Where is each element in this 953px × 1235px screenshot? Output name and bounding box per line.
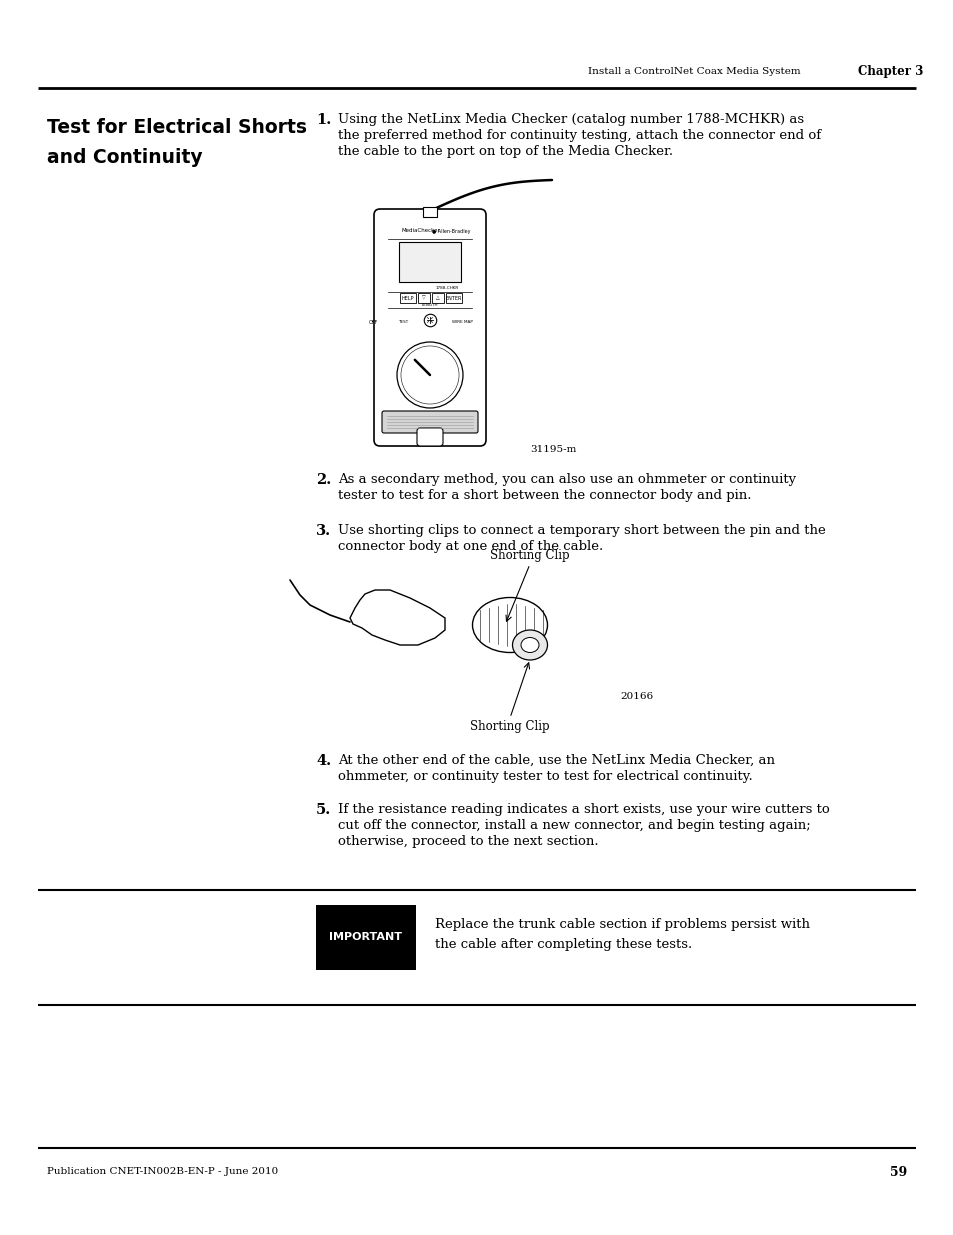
Text: connector body at one end of the cable.: connector body at one end of the cable. xyxy=(337,540,602,553)
Text: 59: 59 xyxy=(889,1166,906,1178)
Text: If the resistance reading indicates a short exists, use your wire cutters to: If the resistance reading indicates a sh… xyxy=(337,803,829,816)
Text: At the other end of the cable, use the NetLinx Media Checker, an: At the other end of the cable, use the N… xyxy=(337,755,774,767)
Bar xyxy=(398,242,460,282)
Text: 5.: 5. xyxy=(315,803,331,818)
Text: Publication CNET-IN002B-EN-P - June 2010: Publication CNET-IN002B-EN-P - June 2010 xyxy=(47,1167,278,1177)
Text: cut off the connector, install a new connector, and begin testing again;: cut off the connector, install a new con… xyxy=(337,819,810,832)
Text: 1788-CHKR: 1788-CHKR xyxy=(436,287,458,290)
Text: Shorting Clip: Shorting Clip xyxy=(470,720,549,734)
Text: ▽: ▽ xyxy=(421,295,425,300)
Bar xyxy=(422,207,436,217)
FancyBboxPatch shape xyxy=(416,429,442,446)
FancyBboxPatch shape xyxy=(381,411,477,433)
Text: As a secondary method, you can also use an ohmmeter or continuity: As a secondary method, you can also use … xyxy=(337,473,796,487)
Text: 4.: 4. xyxy=(315,755,331,768)
Text: otherwise, proceed to the next section.: otherwise, proceed to the next section. xyxy=(337,835,598,848)
Bar xyxy=(315,905,416,969)
Ellipse shape xyxy=(520,637,538,652)
Text: HELP: HELP xyxy=(401,295,414,300)
Text: WIRE MAP: WIRE MAP xyxy=(452,320,473,324)
Text: Chapter 3: Chapter 3 xyxy=(857,65,923,79)
Text: ● Allen-Bradley: ● Allen-Bradley xyxy=(432,228,470,233)
Text: △: △ xyxy=(436,295,439,300)
Text: ENTER: ENTER xyxy=(445,295,461,300)
Bar xyxy=(315,905,915,969)
Text: TEST: TEST xyxy=(397,320,408,324)
Text: tester to test for a short between the connector body and pin.: tester to test for a short between the c… xyxy=(337,489,751,501)
Text: LENGTH: LENGTH xyxy=(421,303,437,308)
Text: 2.: 2. xyxy=(315,473,331,487)
Bar xyxy=(446,293,461,303)
Circle shape xyxy=(400,346,458,404)
Bar xyxy=(399,293,416,303)
Text: Install a ControlNet Coax Media System: Install a ControlNet Coax Media System xyxy=(587,68,800,77)
Text: Use shorting clips to connect a temporary short between the pin and the: Use shorting clips to connect a temporar… xyxy=(337,524,825,537)
Text: 1.: 1. xyxy=(315,112,331,127)
Text: ohmmeter, or continuity tester to test for electrical continuity.: ohmmeter, or continuity tester to test f… xyxy=(337,769,752,783)
Text: OFF: OFF xyxy=(369,320,377,325)
Bar xyxy=(432,293,443,303)
Circle shape xyxy=(396,342,462,408)
Text: Test for Electrical Shorts: Test for Electrical Shorts xyxy=(47,119,307,137)
Text: 20166: 20166 xyxy=(619,692,653,701)
Text: Shorting Clip: Shorting Clip xyxy=(490,550,569,562)
Text: 31195-m: 31195-m xyxy=(530,445,576,454)
Text: and Continuity: and Continuity xyxy=(47,148,202,167)
Text: the cable after completing these tests.: the cable after completing these tests. xyxy=(435,939,692,951)
Text: IMPORTANT: IMPORTANT xyxy=(329,932,402,942)
Bar xyxy=(417,293,430,303)
Text: the preferred method for continuity testing, attach the connector end of: the preferred method for continuity test… xyxy=(337,128,821,142)
Text: Replace the trunk cable section if problems persist with: Replace the trunk cable section if probl… xyxy=(435,918,809,931)
Text: MediaChecker: MediaChecker xyxy=(401,228,440,233)
Ellipse shape xyxy=(512,630,547,659)
Text: 3.: 3. xyxy=(315,524,331,538)
FancyBboxPatch shape xyxy=(374,209,485,446)
Ellipse shape xyxy=(472,598,547,652)
Text: Using the NetLinx Media Checker (catalog number 1788-MCHKR) as: Using the NetLinx Media Checker (catalog… xyxy=(337,112,803,126)
Polygon shape xyxy=(350,590,444,645)
Text: the cable to the port on top of the Media Checker.: the cable to the port on top of the Medi… xyxy=(337,144,673,158)
